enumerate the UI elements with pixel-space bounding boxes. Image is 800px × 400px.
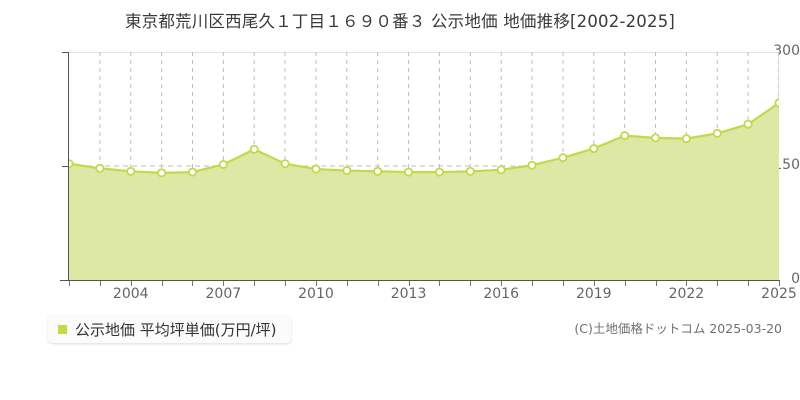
chart-title: 東京都荒川区西尾久１丁目１６９０番３ 公示地価 地価推移[2002-2025] — [124, 12, 676, 31]
data-point[interactable] — [774, 98, 779, 108]
x-tick-mark — [99, 281, 101, 286]
x-tick-mark — [748, 281, 750, 286]
x-tick-label: 2022 — [668, 286, 705, 302]
x-tick-mark — [377, 281, 379, 286]
series-plot — [69, 52, 779, 280]
x-tick-mark — [192, 281, 194, 286]
y-tick-mark — [62, 52, 69, 53]
data-point[interactable] — [69, 159, 74, 169]
x-tick-mark — [593, 281, 595, 286]
area-fill — [69, 102, 779, 280]
data-point-markers — [69, 98, 779, 178]
series-line — [69, 101, 779, 174]
x-tick-mark — [223, 281, 225, 286]
data-point[interactable] — [558, 153, 568, 163]
legend-color-swatch — [58, 324, 67, 334]
y-tick-label: 0 — [791, 271, 800, 287]
y-tick-label: 150 — [773, 157, 800, 173]
data-point[interactable] — [434, 167, 444, 177]
x-tick-mark — [408, 281, 410, 286]
plot-area — [69, 52, 779, 280]
x-tick-mark — [779, 281, 780, 286]
data-point[interactable] — [589, 144, 599, 154]
x-tick-mark — [161, 281, 163, 286]
data-point[interactable] — [496, 165, 506, 175]
x-tick-mark — [624, 281, 626, 286]
data-point[interactable] — [95, 163, 105, 173]
x-tick-mark — [69, 281, 70, 286]
x-tick-label: 2010 — [298, 286, 334, 302]
data-point[interactable] — [743, 119, 753, 129]
x-tick-label: 2013 — [390, 286, 427, 302]
x-axis-line — [60, 280, 780, 281]
data-point[interactable] — [527, 160, 537, 170]
data-point[interactable] — [712, 128, 722, 138]
data-point[interactable] — [373, 166, 383, 176]
legend-label: 公示地価 平均坪単価(万円/坪) — [75, 320, 277, 339]
x-tick-mark — [562, 281, 564, 286]
data-point[interactable] — [157, 168, 167, 178]
y-tick-mark — [62, 166, 69, 167]
data-point[interactable] — [280, 159, 290, 169]
x-tick-mark — [501, 281, 503, 286]
x-tick-label: 2007 — [205, 286, 242, 302]
x-tick-mark — [254, 281, 256, 286]
data-point[interactable] — [342, 166, 352, 176]
x-tick-mark — [717, 281, 719, 286]
y-tick-label: 300 — [773, 43, 800, 59]
data-point[interactable] — [465, 166, 475, 176]
x-tick-mark — [315, 281, 317, 286]
data-point[interactable] — [126, 166, 136, 176]
x-tick-mark — [346, 281, 348, 286]
x-tick-label: 2019 — [575, 286, 612, 302]
x-tick-mark — [285, 281, 287, 286]
data-point[interactable] — [404, 167, 414, 177]
data-point[interactable] — [681, 134, 691, 144]
data-point[interactable] — [311, 164, 321, 174]
data-point[interactable] — [620, 131, 630, 141]
x-tick-mark — [470, 281, 472, 286]
chart-legend: 公示地価 平均坪単価(万円/坪) — [48, 315, 291, 343]
data-point[interactable] — [187, 167, 197, 177]
x-tick-label: 2004 — [112, 286, 149, 302]
x-tick-mark — [655, 281, 657, 286]
x-tick-mark — [686, 281, 688, 286]
x-tick-mark — [532, 281, 534, 286]
data-point[interactable] — [651, 133, 661, 143]
x-tick-mark — [130, 281, 132, 286]
data-point[interactable] — [249, 144, 259, 154]
x-tick-label: 2016 — [483, 286, 519, 302]
x-tick-mark — [439, 281, 441, 286]
credit-text: (C)土地価格ドットコム 2025-03-20 — [574, 321, 782, 336]
x-tick-label: 2025 — [761, 286, 797, 302]
data-point[interactable] — [218, 159, 228, 169]
